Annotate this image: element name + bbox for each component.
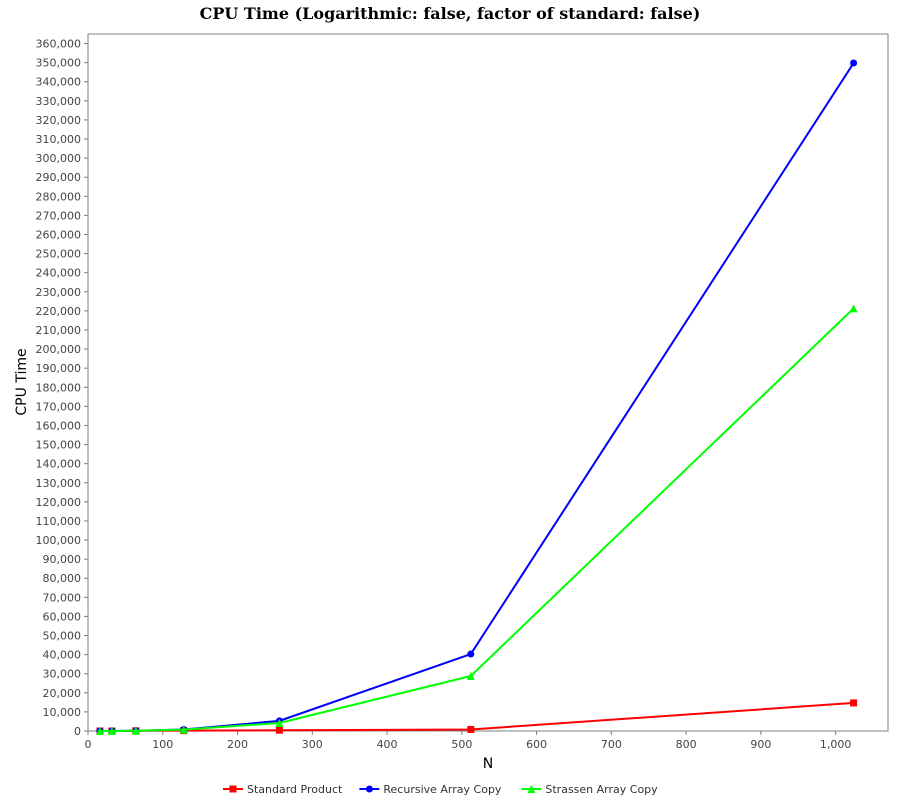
- y-tick-label: 80,000: [43, 572, 82, 585]
- y-tick-label: 90,000: [43, 553, 82, 566]
- data-point: [275, 718, 284, 727]
- legend-label: Strassen Array Copy: [545, 783, 658, 796]
- x-tick-label: 400: [377, 738, 398, 751]
- data-point: [850, 59, 858, 67]
- y-tick-label: 150,000: [36, 439, 82, 452]
- y-tick-label: 240,000: [36, 267, 82, 280]
- y-tick-label: 330,000: [36, 95, 82, 108]
- series-layer: [95, 59, 858, 735]
- x-axis: 0 100 200 300 400 500 600 700 800 900 1,000: [85, 731, 852, 751]
- y-tick-label: 130,000: [36, 477, 82, 490]
- x-axis-label: N: [483, 756, 493, 772]
- x-tick-label: 300: [302, 738, 323, 751]
- y-tick-label: 200,000: [36, 343, 82, 356]
- y-tick-label: 110,000: [36, 515, 82, 528]
- data-point: [467, 725, 475, 733]
- y-tick-label: 50,000: [43, 630, 82, 643]
- y-tick-label: 360,000: [36, 38, 82, 51]
- plot-area: [87, 33, 889, 732]
- y-tick-label: 250,000: [36, 248, 82, 261]
- x-tick-label: 900: [750, 738, 771, 751]
- y-tick-label: 260,000: [36, 229, 82, 242]
- x-tick-label: 200: [227, 738, 248, 751]
- legend-swatch-marker: [365, 785, 373, 793]
- x-tick-label: 800: [676, 738, 697, 751]
- y-axis-label: CPU Time: [14, 348, 30, 415]
- legend-label: Recursive Array Copy: [383, 783, 502, 796]
- data-point: [467, 650, 475, 658]
- y-tick-label: 140,000: [36, 458, 82, 471]
- data-point: [275, 726, 283, 734]
- legend-swatch-marker: [229, 785, 237, 793]
- y-tick-label: 340,000: [36, 76, 82, 89]
- x-tick-label: 700: [601, 738, 622, 751]
- legend: Standard Product Recursive Array Copy Stra…: [223, 783, 658, 796]
- y-tick-label: 40,000: [43, 649, 82, 662]
- series-strassen-array-copy: [95, 304, 858, 735]
- y-tick-label: 60,000: [43, 610, 82, 623]
- y-tick-label: 190,000: [36, 362, 82, 375]
- y-axis: 0 10,000 20,000 30,000 40,000 50,000 60,000 70,…: [36, 38, 88, 738]
- y-tick-label: 230,000: [36, 286, 82, 299]
- y-tick-label: 180,000: [36, 381, 82, 394]
- y-tick-label: 170,000: [36, 400, 82, 413]
- data-point: [849, 304, 858, 313]
- legend-item: Standard Product: [223, 783, 343, 796]
- y-tick-label: 20,000: [43, 687, 82, 700]
- x-tick-label: 0: [85, 738, 92, 751]
- y-tick-label: 300,000: [36, 152, 82, 165]
- chart-title: CPU Time (Logarithmic: false, factor of …: [199, 4, 701, 23]
- data-point: [850, 699, 858, 707]
- data-point: [107, 727, 116, 735]
- data-point: [179, 725, 188, 734]
- legend-item: Recursive Array Copy: [359, 783, 502, 796]
- y-tick-label: 270,000: [36, 209, 82, 222]
- x-tick-label: 1,000: [820, 738, 852, 751]
- y-tick-label: 0: [74, 725, 81, 738]
- y-tick-label: 70,000: [43, 591, 82, 604]
- y-tick-label: 290,000: [36, 171, 82, 184]
- x-tick-label: 100: [152, 738, 173, 751]
- y-tick-label: 310,000: [36, 133, 82, 146]
- legend-swatch-marker: [527, 785, 536, 793]
- y-tick-label: 100,000: [36, 534, 82, 547]
- legend-label: Standard Product: [247, 783, 343, 796]
- legend-item: Strassen Array Copy: [521, 783, 658, 796]
- y-tick-label: 320,000: [36, 114, 82, 127]
- data-point: [131, 726, 140, 735]
- data-point: [95, 727, 104, 735]
- x-tick-label: 500: [451, 738, 472, 751]
- y-tick-label: 210,000: [36, 324, 82, 337]
- y-tick-label: 120,000: [36, 496, 82, 509]
- y-tick-label: 160,000: [36, 419, 82, 432]
- y-tick-label: 350,000: [36, 57, 82, 70]
- y-tick-label: 30,000: [43, 668, 82, 681]
- y-tick-label: 280,000: [36, 190, 82, 203]
- y-tick-label: 220,000: [36, 305, 82, 318]
- data-point: [466, 672, 475, 681]
- x-tick-label: 600: [526, 738, 547, 751]
- y-tick-label: 10,000: [43, 706, 82, 719]
